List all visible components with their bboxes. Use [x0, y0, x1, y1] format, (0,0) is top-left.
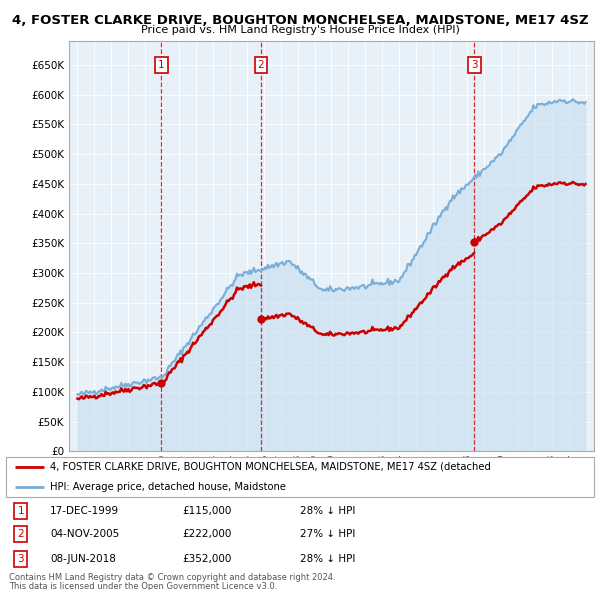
- Text: 17-DEC-1999: 17-DEC-1999: [50, 506, 119, 516]
- Text: 1: 1: [17, 506, 24, 516]
- Text: 3: 3: [17, 555, 24, 564]
- Text: £115,000: £115,000: [182, 506, 232, 516]
- Text: HPI: Average price, detached house, Maidstone: HPI: Average price, detached house, Maid…: [50, 482, 286, 491]
- Text: £352,000: £352,000: [182, 555, 232, 564]
- Text: 28% ↓ HPI: 28% ↓ HPI: [300, 506, 355, 516]
- Text: £222,000: £222,000: [182, 529, 232, 539]
- Text: 27% ↓ HPI: 27% ↓ HPI: [300, 529, 355, 539]
- Text: 04-NOV-2005: 04-NOV-2005: [50, 529, 119, 539]
- Text: 4, FOSTER CLARKE DRIVE, BOUGHTON MONCHELSEA, MAIDSTONE, ME17 4SZ: 4, FOSTER CLARKE DRIVE, BOUGHTON MONCHEL…: [11, 14, 589, 27]
- Text: 08-JUN-2018: 08-JUN-2018: [50, 555, 116, 564]
- Text: 2: 2: [258, 60, 265, 70]
- FancyBboxPatch shape: [6, 457, 594, 497]
- Text: 3: 3: [471, 60, 478, 70]
- Text: 2: 2: [17, 529, 24, 539]
- Text: Contains HM Land Registry data © Crown copyright and database right 2024.: Contains HM Land Registry data © Crown c…: [9, 573, 335, 582]
- Text: 4, FOSTER CLARKE DRIVE, BOUGHTON MONCHELSEA, MAIDSTONE, ME17 4SZ (detached: 4, FOSTER CLARKE DRIVE, BOUGHTON MONCHEL…: [50, 462, 491, 471]
- Text: This data is licensed under the Open Government Licence v3.0.: This data is licensed under the Open Gov…: [9, 582, 277, 590]
- Text: 28% ↓ HPI: 28% ↓ HPI: [300, 555, 355, 564]
- Text: Price paid vs. HM Land Registry's House Price Index (HPI): Price paid vs. HM Land Registry's House …: [140, 25, 460, 35]
- Text: 1: 1: [158, 60, 165, 70]
